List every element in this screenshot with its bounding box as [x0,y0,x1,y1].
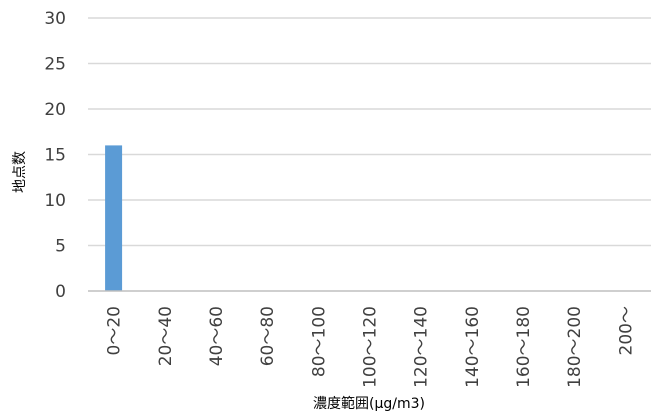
y-tick-label: 5 [55,237,66,257]
x-tick-label: 0～20 [105,306,125,355]
x-tick-label: 200～ [616,306,636,355]
x-tick-labels: 0～20 20～40 40～60 60～80 80～100 100～120 120～140 1… [105,306,637,388]
y-axis-title: 地点数 [12,151,28,193]
x-tick-label: 20～40 [156,306,176,366]
y-tick-labels: 0 5 10 15 20 25 30 [44,9,66,302]
y-tick-label: 25 [44,55,66,75]
y-tick-label: 0 [55,282,66,302]
x-tick-label: 160～180 [514,306,534,388]
x-tick-label: 60～80 [258,306,278,366]
y-tick-label: 20 [44,100,66,120]
x-tick-label: 80～100 [309,306,329,377]
y-tick-label: 15 [44,146,66,166]
x-tick-label: 100～120 [361,306,381,388]
x-tick-label: 140～160 [463,306,483,388]
x-axis-title: 濃度範囲(μg/m3) [313,395,425,412]
x-tick-label: 180～200 [565,306,585,388]
x-tick-label: 120～140 [412,306,432,388]
y-tick-label: 10 [44,191,66,211]
x-tick-label: 40～60 [207,306,227,366]
gridlines [88,17,651,247]
bar-group [105,145,123,291]
y-tick-label: 30 [44,9,66,29]
bar [105,145,123,291]
